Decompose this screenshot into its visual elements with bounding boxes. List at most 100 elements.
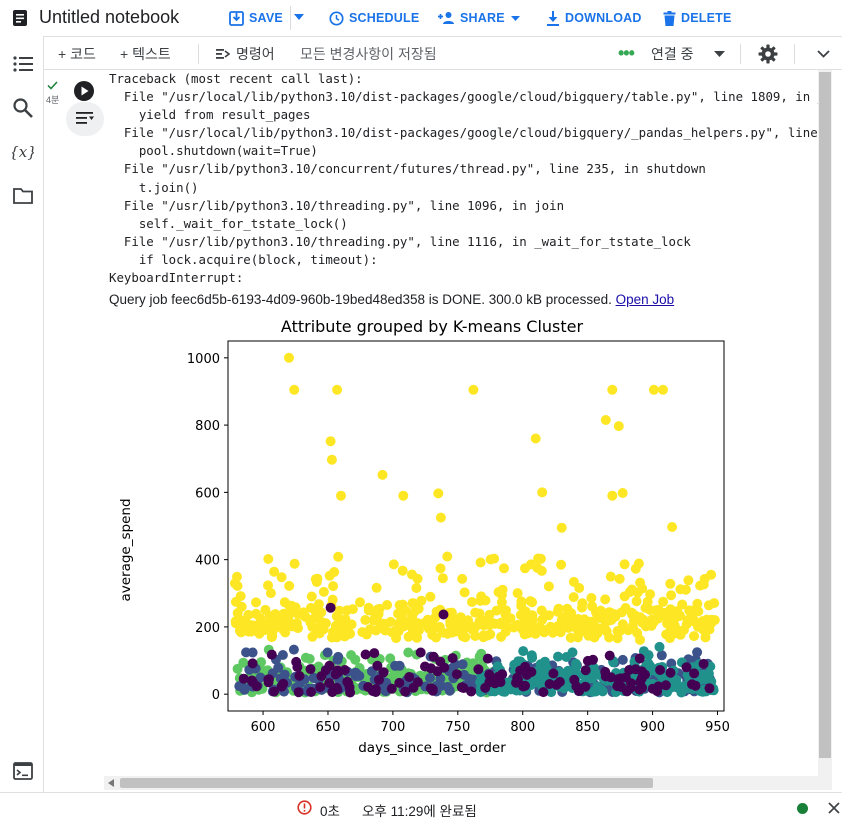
scatter-point bbox=[397, 565, 408, 576]
share-button[interactable]: SHARE bbox=[438, 0, 525, 36]
add-code-button[interactable]: + 코드 bbox=[58, 45, 96, 62]
scatter-point bbox=[658, 596, 669, 607]
scatter-point bbox=[665, 667, 676, 678]
toolbar-divider bbox=[198, 44, 199, 64]
add-text-button[interactable]: + 텍스트 bbox=[120, 45, 171, 62]
scatter-point bbox=[330, 620, 341, 631]
scatter-point bbox=[697, 616, 708, 627]
output-actions-button[interactable] bbox=[66, 102, 104, 136]
scatter-point bbox=[643, 650, 654, 661]
y-tick-label: 400 bbox=[195, 554, 220, 569]
scatter-point bbox=[354, 670, 365, 681]
save-button[interactable]: SAVE bbox=[229, 0, 283, 36]
scatter-point bbox=[412, 632, 422, 643]
scatter-point bbox=[385, 653, 396, 664]
scatter-point bbox=[409, 607, 420, 617]
y-tick-label: 600 bbox=[195, 486, 220, 501]
x-tick-label: 650 bbox=[316, 720, 341, 735]
scatter-point bbox=[484, 669, 495, 680]
scatter-point bbox=[647, 614, 658, 625]
scatter-point bbox=[451, 669, 462, 680]
schedule-button[interactable]: SCHEDULE bbox=[329, 0, 419, 36]
scatter-point bbox=[458, 683, 469, 693]
download-button[interactable]: DOWNLOAD bbox=[546, 0, 642, 36]
scatter-point bbox=[404, 672, 415, 682]
scatter-point bbox=[475, 595, 486, 606]
scatter-point bbox=[574, 686, 585, 697]
scatter-point bbox=[655, 665, 666, 675]
scatter-point bbox=[610, 609, 621, 620]
scatter-point bbox=[388, 559, 399, 570]
execution-time: 4분 bbox=[46, 95, 60, 105]
command-button[interactable]: 명령어 bbox=[216, 37, 275, 70]
traceback-output: Traceback (most recent call last): File … bbox=[109, 70, 818, 287]
notebook-title[interactable]: Untitled notebook bbox=[39, 7, 180, 27]
scatter-point bbox=[673, 625, 684, 636]
scatter-point bbox=[695, 580, 706, 591]
scatter-point bbox=[512, 588, 523, 599]
scatter-point bbox=[394, 677, 405, 688]
scatter-point bbox=[530, 628, 541, 639]
run-cell-icon[interactable] bbox=[73, 80, 95, 102]
scatter-point bbox=[636, 666, 647, 677]
scatter-point bbox=[489, 686, 500, 697]
error-circle-icon bbox=[297, 800, 312, 815]
traceback-line: KeyboardInterrupt: bbox=[109, 270, 244, 286]
chart-title: Attribute grouped by K-means Cluster bbox=[281, 317, 584, 336]
search-icon[interactable] bbox=[12, 97, 34, 119]
vertical-scroll-thumb[interactable] bbox=[819, 72, 831, 758]
scatter-point bbox=[516, 600, 527, 611]
kmeans-scatter-chart: Attribute grouped by K-means Cluster 600… bbox=[118, 317, 730, 756]
table-of-contents-icon[interactable] bbox=[12, 53, 34, 75]
scatter-point bbox=[243, 609, 254, 620]
connection-dropdown-icon[interactable] bbox=[714, 51, 725, 57]
x-tick-label: 700 bbox=[380, 720, 405, 735]
scatter-point bbox=[680, 584, 691, 595]
scatter-point bbox=[568, 576, 579, 587]
delete-button[interactable]: DELETE bbox=[663, 0, 732, 36]
scatter-point bbox=[452, 618, 463, 629]
scatter-point bbox=[280, 627, 291, 638]
scatter-point bbox=[582, 655, 593, 666]
scatter-point bbox=[568, 592, 579, 603]
scatter-point bbox=[706, 617, 717, 628]
close-icon[interactable] bbox=[828, 802, 840, 814]
scatter-point bbox=[316, 607, 327, 618]
scatter-point bbox=[305, 664, 316, 675]
folder-icon[interactable] bbox=[12, 185, 34, 207]
scatter-point bbox=[292, 609, 303, 619]
scatter-point bbox=[617, 619, 628, 630]
scatter-point bbox=[620, 603, 631, 613]
download-icon bbox=[547, 10, 559, 26]
terminal-icon[interactable] bbox=[12, 760, 34, 782]
scatter-point bbox=[538, 687, 549, 698]
scatter-point bbox=[543, 610, 554, 621]
scatter-point bbox=[306, 687, 317, 697]
scatter-point bbox=[626, 584, 637, 595]
completion-time: 오후 11:29에 완료됨 bbox=[362, 804, 477, 819]
chevron-down-icon[interactable] bbox=[817, 50, 830, 58]
scatter-point bbox=[586, 593, 597, 603]
horizontal-scroll-thumb[interactable] bbox=[120, 778, 653, 788]
scatter-point bbox=[322, 647, 333, 658]
chart-axes: 600 650 700 750 800 850 900 950 0 200 400 600 800 100… bbox=[187, 340, 730, 735]
scatter-point bbox=[536, 565, 547, 576]
connection-status[interactable]: 연결 중 bbox=[651, 45, 694, 62]
scatter-point bbox=[530, 433, 541, 444]
variables-icon[interactable]: {x} bbox=[12, 141, 34, 163]
scatter-point bbox=[247, 647, 258, 658]
scatter-point bbox=[634, 653, 645, 664]
scatter-point bbox=[561, 652, 572, 662]
scatter-point bbox=[400, 686, 411, 697]
scatter-point bbox=[422, 614, 433, 625]
scatter-point bbox=[340, 614, 351, 624]
save-dropdown-icon[interactable] bbox=[294, 14, 304, 20]
scatter-point bbox=[236, 627, 247, 638]
gear-icon[interactable] bbox=[758, 44, 778, 64]
scatter-point bbox=[371, 625, 381, 636]
scatter-point bbox=[656, 650, 667, 661]
scatter-point bbox=[333, 651, 344, 662]
delete-label: DELETE bbox=[681, 11, 732, 25]
open-job-link[interactable]: Open Job bbox=[615, 292, 675, 307]
scroll-left-arrow-icon[interactable] bbox=[108, 779, 114, 787]
